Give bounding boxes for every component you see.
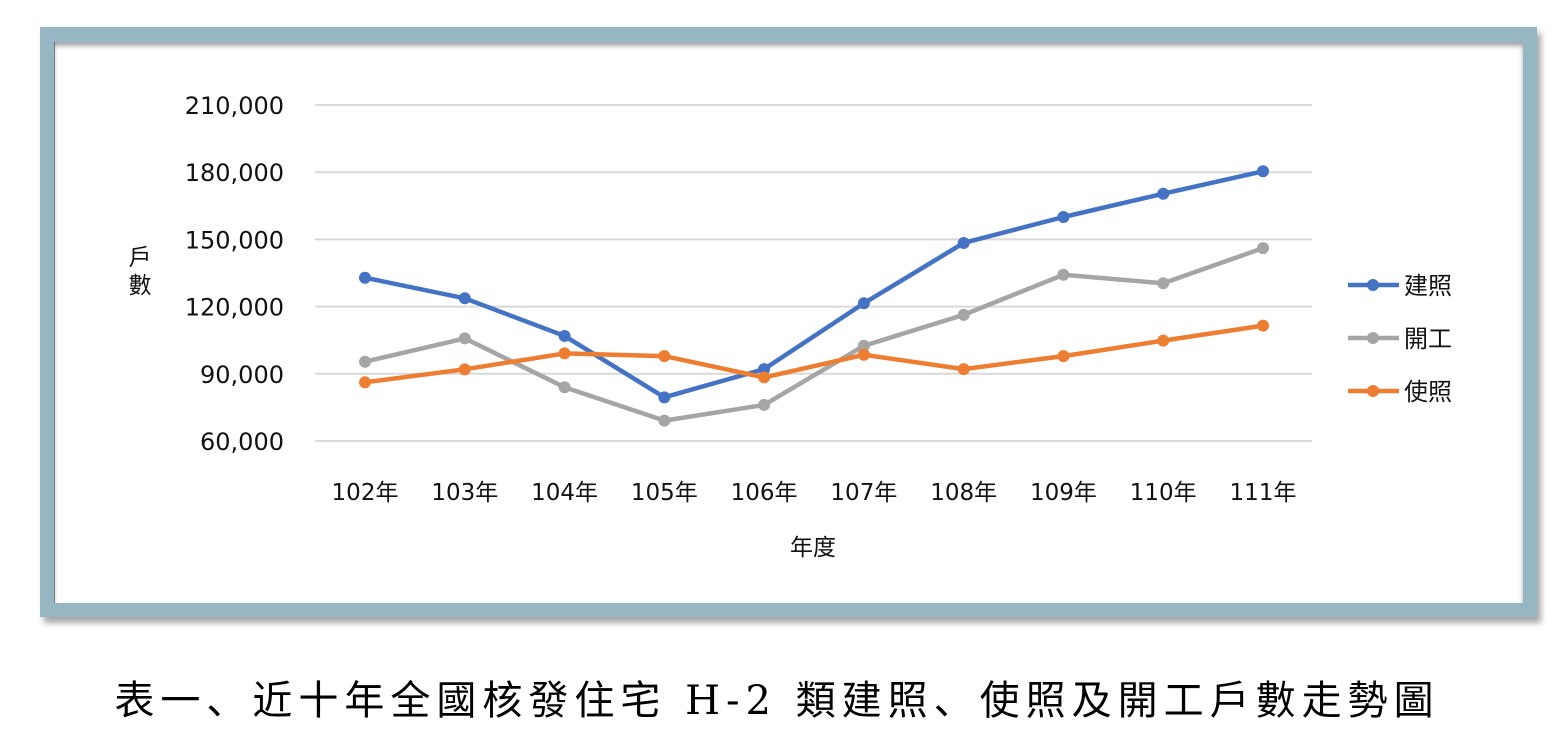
x-tick-label: 110年 <box>1130 480 1197 506</box>
x-tick-label: 108年 <box>930 480 997 506</box>
x-tick-label: 107年 <box>830 480 897 506</box>
y-tick-label: 90,000 <box>200 361 284 389</box>
x-axis-title: 年度 <box>790 535 836 561</box>
data-point <box>1057 211 1070 223</box>
data-point <box>1257 319 1269 332</box>
data-point <box>558 347 571 360</box>
x-tick-label: 102年 <box>332 480 399 506</box>
data-point <box>359 271 371 284</box>
data-point <box>558 381 571 394</box>
data-point <box>1157 187 1170 200</box>
data-point <box>758 398 771 411</box>
data-point <box>658 350 671 363</box>
x-tick-label: 105年 <box>631 480 698 506</box>
data-point <box>1057 350 1070 363</box>
legend-label: 建照 <box>1404 272 1452 300</box>
data-point <box>359 376 371 389</box>
data-point <box>957 308 970 321</box>
figure-caption: 表一、近十年全國核發住宅 H-2 類建照、使照及開工戶數走勢圖 <box>114 678 1440 724</box>
data-point <box>1257 242 1269 255</box>
y-tick-label: 210,000 <box>185 92 284 120</box>
series-line <box>364 169 1264 400</box>
legend-marker-icon <box>1367 385 1379 397</box>
data-series <box>359 165 1269 427</box>
data-point <box>857 297 870 310</box>
legend-item-建照: 建照 <box>1348 272 1452 300</box>
y-tick-label: 150,000 <box>185 226 284 254</box>
series-使照 <box>359 319 1269 389</box>
legend-item-開工: 開工 <box>1348 325 1452 353</box>
x-axis-ticks: 102年 103年 104年 105年 106年 107年 108年 109年 110年 111年 <box>332 480 1297 506</box>
data-point <box>658 414 671 427</box>
data-point <box>558 329 571 342</box>
y-axis-title-char: 戶 <box>129 245 152 271</box>
data-point <box>758 371 771 384</box>
data-point <box>957 236 970 249</box>
gridlines <box>315 104 1312 442</box>
data-point <box>1257 165 1269 178</box>
data-point <box>1157 334 1170 347</box>
legend-marker-icon <box>1367 279 1379 291</box>
line-chart: 60,000 90,000 120,000 150,000 180,000 210,000… <box>129 92 1453 561</box>
series-建照 <box>359 165 1269 404</box>
data-point <box>857 348 870 361</box>
data-point <box>458 363 471 376</box>
data-point <box>1157 277 1170 290</box>
x-tick-label: 106年 <box>731 480 798 506</box>
x-tick-label: 111年 <box>1230 480 1297 506</box>
data-point <box>1057 268 1070 281</box>
legend-label: 使照 <box>1404 378 1452 406</box>
y-axis-title: 戶數 <box>129 245 152 299</box>
chart-area <box>54 42 1523 603</box>
x-tick-label: 104年 <box>531 480 598 506</box>
data-point <box>359 355 371 368</box>
legend-label: 開工 <box>1404 325 1452 353</box>
data-point <box>458 332 471 345</box>
x-tick-label: 109年 <box>1030 480 1097 506</box>
y-axis-title-char: 數 <box>129 273 152 299</box>
y-tick-label: 180,000 <box>185 159 284 187</box>
legend-marker-icon <box>1367 332 1379 344</box>
y-tick-label: 120,000 <box>185 294 284 322</box>
data-point <box>857 339 870 352</box>
data-point <box>658 391 671 404</box>
chart-frame <box>40 27 1537 617</box>
series-line <box>364 323 1264 385</box>
data-point <box>957 363 970 376</box>
data-point <box>758 363 771 376</box>
x-tick-label: 103年 <box>431 480 498 506</box>
y-axis-ticks: 60,000 90,000 120,000 150,000 180,000 210,000 <box>185 92 284 456</box>
legend-item-使照: 使照 <box>1348 378 1452 406</box>
y-tick-label: 60,000 <box>200 428 284 456</box>
data-point <box>458 292 471 305</box>
